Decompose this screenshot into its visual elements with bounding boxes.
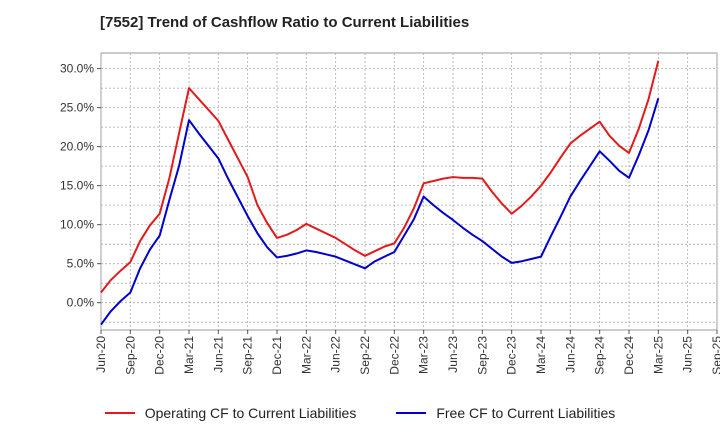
x-tick-label: Jun-22 — [329, 336, 343, 373]
y-tick-label: 15.0% — [60, 179, 94, 193]
x-tick-label: Sep-22 — [358, 336, 372, 375]
x-tick-label: Jun-23 — [446, 336, 460, 373]
x-tick-label: Mar-24 — [534, 336, 548, 374]
y-tick-label: 25.0% — [60, 101, 94, 115]
y-tick-label: 10.0% — [60, 218, 94, 232]
x-tick-label: Sep-20 — [123, 336, 137, 375]
legend-label-operating-cf: Operating CF to Current Liabilities — [144, 405, 357, 421]
legend-item-free-cf: Free CF to Current Liabilities — [396, 405, 615, 421]
x-tick-label: Mar-25 — [651, 336, 665, 374]
y-tick-label: 20.0% — [60, 140, 94, 154]
x-tick-label: Dec-22 — [387, 336, 401, 375]
y-tick-label: 0.0% — [67, 296, 95, 310]
y-tick-label: 30.0% — [60, 62, 94, 76]
x-tick-label: Mar-22 — [299, 336, 313, 374]
x-tick-label: Jun-21 — [211, 336, 225, 373]
x-tick-label: Jun-24 — [563, 336, 577, 373]
x-tick-label: Jun-20 — [94, 336, 108, 373]
x-tick-label: Dec-21 — [270, 336, 284, 375]
x-tick-label: Sep-23 — [475, 336, 489, 375]
x-tick-label: Mar-23 — [417, 336, 431, 374]
x-tick-label: Jun-25 — [681, 336, 695, 373]
x-tick-label: Sep-24 — [593, 336, 607, 375]
x-tick-label: Sep-21 — [241, 336, 255, 375]
y-tick-label: 5.0% — [67, 257, 95, 271]
legend: Operating CF to Current Liabilities Free… — [0, 405, 720, 421]
legend-swatch-free-cf — [396, 412, 427, 414]
series-line-operating-cf — [100, 60, 660, 294]
x-tick-label: Dec-23 — [505, 336, 519, 375]
legend-swatch-operating-cf — [104, 412, 135, 414]
series-line-free-cf — [100, 97, 660, 326]
x-tick-label: Sep-25 — [710, 336, 720, 375]
x-tick-label: Mar-21 — [182, 336, 196, 374]
x-tick-label: Dec-20 — [153, 336, 167, 375]
chart-title: [7552] Trend of Cashflow Ratio to Curren… — [100, 14, 470, 31]
legend-item-operating-cf: Operating CF to Current Liabilities — [104, 405, 357, 421]
legend-label-free-cf: Free CF to Current Liabilities — [436, 405, 616, 421]
x-tick-label: Dec-24 — [622, 336, 636, 375]
plot-frame — [100, 52, 718, 331]
